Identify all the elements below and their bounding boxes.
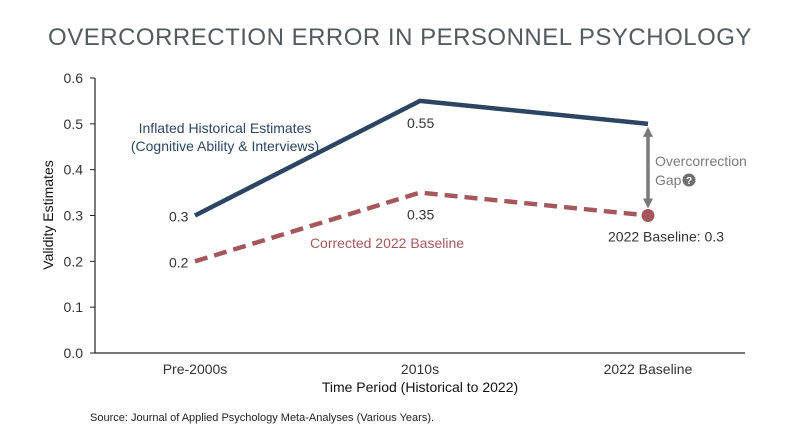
series-line-inflated [193, 98, 649, 218]
data-label-inflated: 0.55 [407, 115, 434, 131]
data-label-corrected: 0.2 [169, 254, 189, 270]
data-label-inflated: 0.3 [169, 209, 189, 225]
x-tick-labels: Pre-2000s 2010s 2022 Baseline [163, 361, 693, 377]
x-axis-label: Time Period (Historical to 2022) [322, 379, 518, 395]
x-tick-label: Pre-2000s [163, 361, 228, 377]
y-tick-label: 0.5 [64, 116, 84, 132]
series-name-inflated-line2: (Cognitive Ability & Interviews) [131, 138, 319, 154]
y-tick-label: 0.1 [64, 299, 84, 315]
y-tick-label: 0.4 [64, 162, 84, 178]
y-axis-label: Validity Estimates [40, 160, 56, 269]
x-tick-label: 2010s [401, 361, 439, 377]
source-note: Source: Journal of Applied Psychology Me… [90, 412, 434, 424]
data-label-corrected: 0.35 [407, 207, 434, 223]
series-name-corrected: Corrected 2022 Baseline [310, 235, 464, 251]
y-tick-labels: 0.0 0.1 0.2 0.3 0.4 0.5 0.6 [64, 70, 95, 361]
y-tick-label: 0.6 [64, 70, 84, 86]
series-name-inflated-line1: Inflated Historical Estimates [139, 120, 312, 136]
y-tick-label: 0.3 [64, 208, 84, 224]
series-line-corrected [194, 190, 649, 264]
x-tick-label: 2022 Baseline [604, 361, 693, 377]
gap-label-line2: Gap [655, 172, 682, 188]
gap-label-line1: Overcorrection [655, 153, 747, 169]
chart-title: OVERCORRECTION ERROR IN PERSONNEL PSYCHO… [48, 24, 752, 51]
svg-text:?: ? [686, 176, 692, 187]
overcorrection-gap-annotation: Overcorrection Gap ? [643, 126, 747, 209]
question-circle-icon: ? [682, 173, 696, 187]
baseline-point-marker [641, 209, 655, 222]
series-layer: 0.3 0.55 0.2 0.35 2022 Baseline: 0.3 Inflated… [131, 98, 724, 270]
y-tick-label: 0.0 [64, 345, 84, 361]
y-tick-label: 0.2 [64, 253, 84, 269]
data-label-corrected: 2022 Baseline: 0.3 [608, 229, 724, 245]
